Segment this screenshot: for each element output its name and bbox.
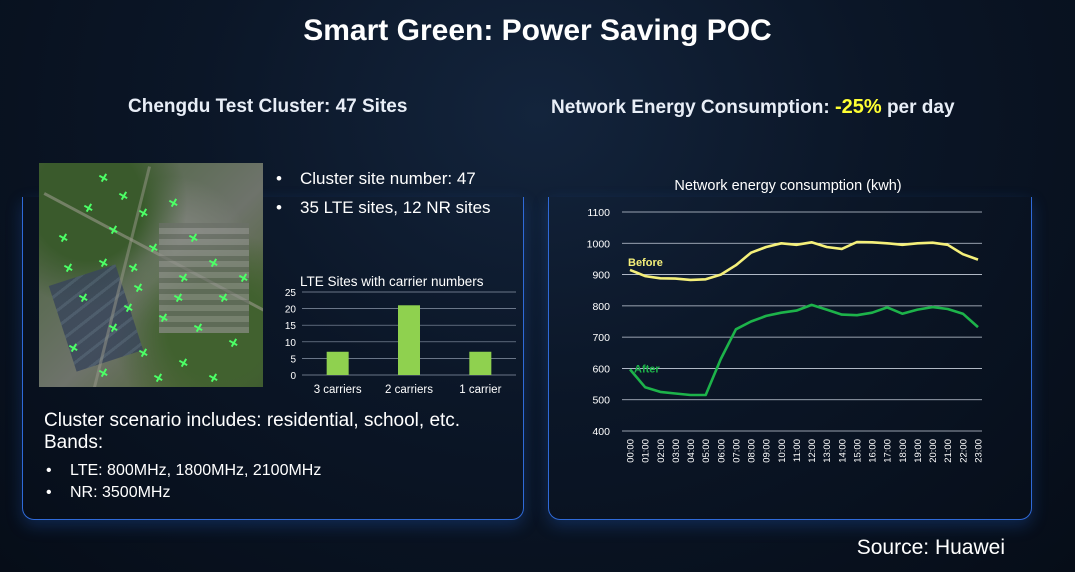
line-xtick-label: 05:00 [701, 439, 712, 463]
line-xtick-label: 12:00 [807, 439, 818, 463]
bar-3-carriers [326, 351, 349, 375]
line-ytick-label: 800 [592, 301, 610, 313]
line-xtick-label: 15:00 [852, 439, 863, 463]
line-xtick-label: 07:00 [731, 439, 742, 463]
series-line-after [629, 303, 979, 397]
map-water-area [48, 264, 144, 372]
page-title: Smart Green: Power Saving POC [303, 14, 772, 47]
site-marker [62, 261, 75, 274]
line-xtick-label: 20:00 [928, 439, 939, 463]
band-nr: NR: 3500MHz [44, 482, 321, 504]
bullet-site-number: Cluster site number: 47 [276, 168, 506, 189]
line-ytick-label: 600 [592, 363, 610, 375]
carrier-bar-chart: LTE Sites with carrier numbers 0 5 10 15 20 2… [285, 274, 516, 396]
bar-ytick-label: 25 [285, 288, 297, 299]
bands-heading: Bands: [44, 432, 104, 453]
line-xtick-label: 03:00 [671, 439, 682, 463]
line-xtick-label: 11:00 [792, 439, 803, 462]
energy-line-chart: Network energy consumption (kwh) 400 500 6… [587, 178, 985, 463]
line-xtick-label: 17:00 [883, 439, 894, 463]
line-ytick-label: 500 [592, 395, 610, 407]
bar-ytick-label: 0 [290, 371, 296, 382]
energy-panel [548, 197, 1032, 520]
line-ytick-label: 700 [592, 332, 610, 344]
bar-ytick-label: 20 [285, 305, 297, 316]
line-xtick-label: 08:00 [747, 439, 758, 463]
energy-saving-highlight: -25% [834, 96, 882, 118]
line-xtick-label: 09:00 [762, 439, 773, 463]
line-chart-title: Network energy consumption (kwh) [674, 178, 901, 194]
line-xtick-label: 02:00 [656, 439, 667, 463]
cluster-satellite-map [39, 163, 263, 387]
bar-category-label: 1 carrier [459, 384, 501, 396]
map-urban-area [159, 223, 249, 333]
line-xtick-label: 01:00 [641, 439, 652, 463]
source-credit: Source: Huawei [856, 536, 1005, 559]
bullet-site-split: 35 LTE sites, 12 NR sites [276, 197, 506, 218]
site-marker [177, 356, 190, 369]
site-marker [127, 261, 140, 274]
line-xtick-label: 14:00 [837, 439, 848, 463]
site-marker [132, 281, 145, 294]
site-marker [82, 201, 95, 214]
site-marker [117, 189, 130, 202]
line-ytick-label: 400 [592, 426, 610, 438]
series-label-after: After [634, 363, 660, 375]
line-xtick-label: 16:00 [868, 439, 879, 463]
line-xtick-label: 23:00 [974, 439, 985, 463]
line-xtick-label: 13:00 [822, 439, 833, 463]
right-heading-suffix: per day [881, 97, 955, 118]
bar-category-label: 2 carriers [385, 384, 433, 396]
line-ytick-label: 900 [592, 270, 610, 282]
line-xtick-label: 06:00 [716, 439, 727, 463]
cluster-panel [22, 197, 524, 520]
line-xtick-label: 10:00 [777, 439, 788, 463]
line-xtick-label: 19:00 [913, 439, 924, 463]
line-xtick-label: 21:00 [943, 439, 954, 463]
bar-ytick-label: 5 [290, 354, 296, 365]
scenario-text: Cluster scenario includes: residential, … [44, 410, 461, 431]
line-xtick-label: 04:00 [686, 439, 697, 463]
site-marker [152, 371, 165, 384]
site-marker [167, 196, 180, 209]
cluster-bullets: Cluster site number: 47 35 LTE sites, 12… [276, 168, 506, 226]
series-line-before [629, 240, 979, 282]
line-xtick-label: 22:00 [958, 439, 969, 463]
bar-2-carriers [398, 305, 420, 375]
band-list: LTE: 800MHz, 1800MHz, 2100MHz NR: 3500MH… [44, 460, 321, 504]
bar-category-label: 3 carriers [314, 384, 362, 396]
bar-1-carrier [469, 351, 492, 375]
line-ytick-label: 1000 [587, 238, 611, 250]
bar-ytick-label: 15 [285, 321, 297, 332]
left-heading: Chengdu Test Cluster: 47 Sites [128, 96, 408, 117]
bar-chart-title: LTE Sites with carrier numbers [300, 274, 484, 289]
band-lte: LTE: 800MHz, 1800MHz, 2100MHz [44, 460, 321, 482]
series-label-before: Before [628, 257, 663, 269]
site-marker [57, 231, 70, 244]
site-marker [227, 336, 240, 349]
right-heading-prefix: Network Energy Consumption: [551, 97, 835, 118]
line-xtick-label: 00:00 [626, 439, 637, 463]
site-marker [97, 171, 110, 184]
line-xtick-label: 18:00 [898, 439, 909, 463]
site-marker [207, 371, 220, 384]
line-ytick-label: 1100 [587, 207, 610, 219]
bar-ytick-label: 10 [285, 338, 297, 349]
right-heading: Network Energy Consumption: -25% per day [551, 96, 955, 119]
cluster-scenario: Cluster scenario includes: residential, … [44, 410, 514, 454]
